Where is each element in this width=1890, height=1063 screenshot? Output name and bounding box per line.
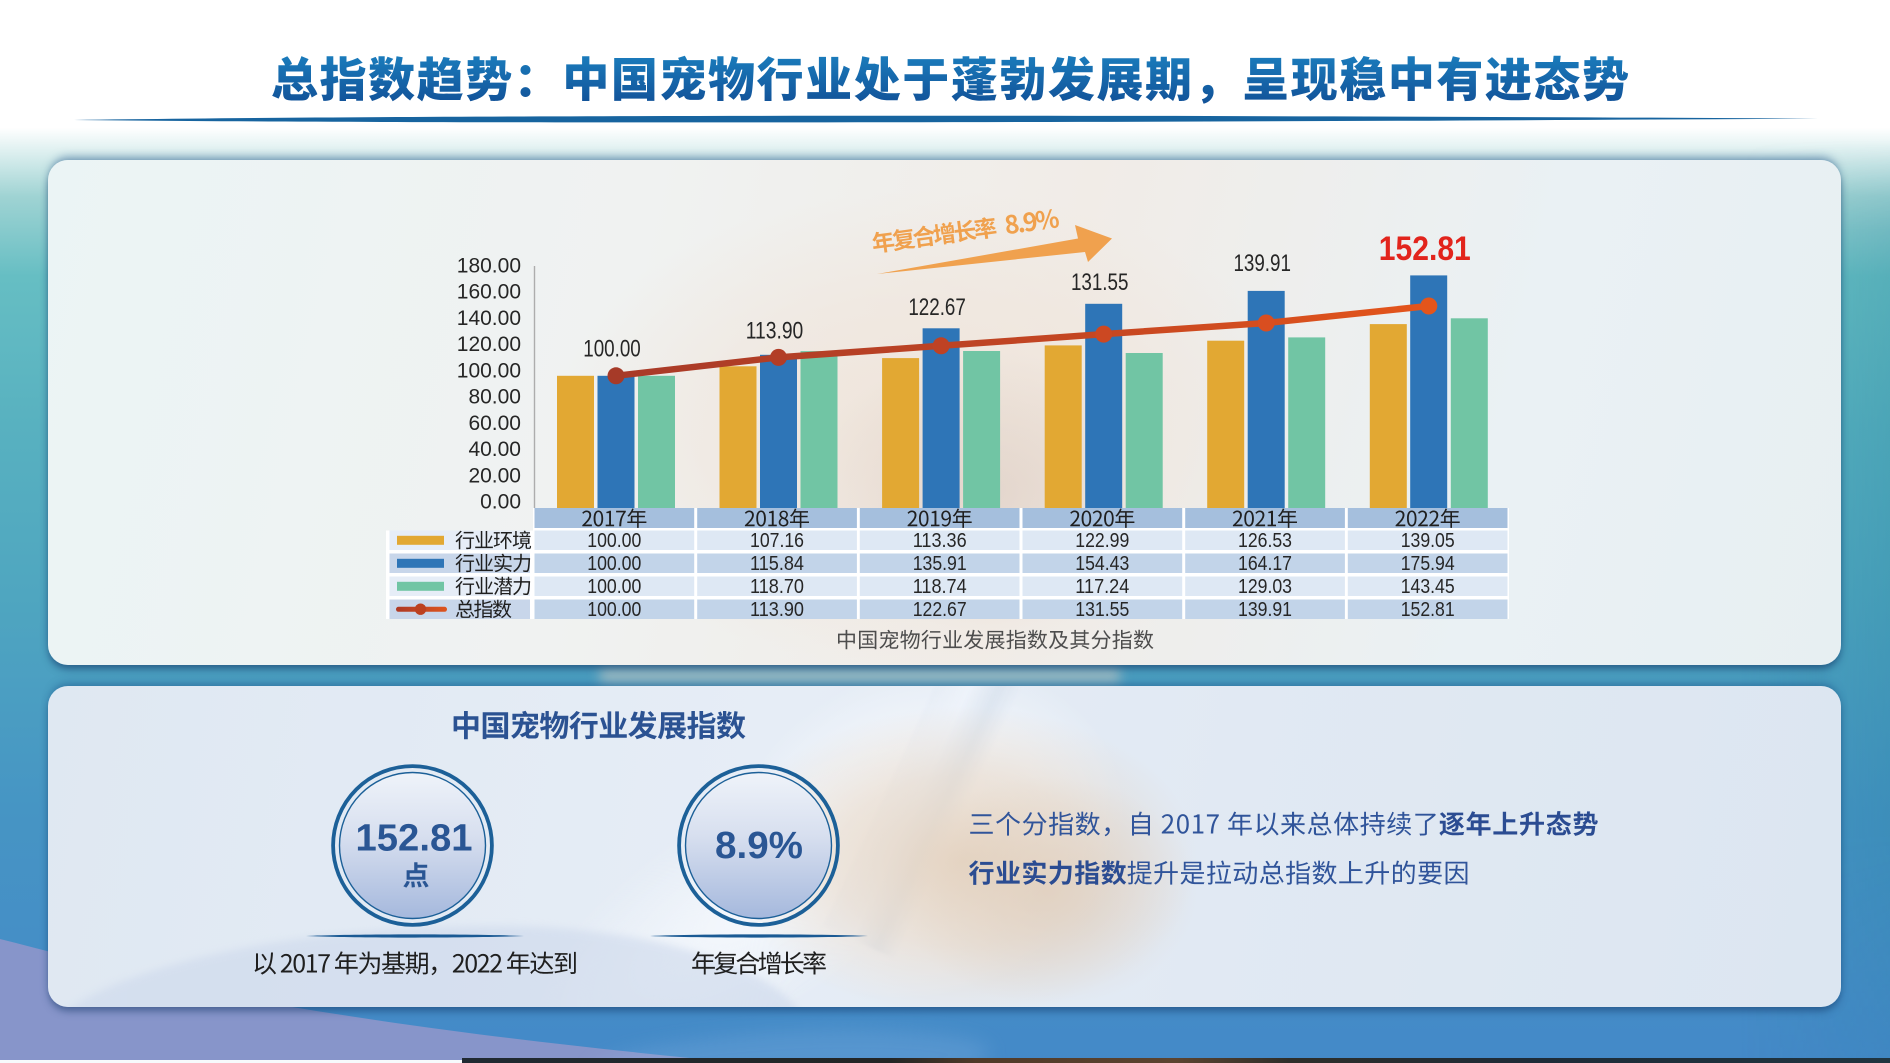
svg-text:180.00: 180.00: [457, 254, 521, 277]
svg-text:118.70: 118.70: [750, 575, 804, 598]
svg-text:117.24: 117.24: [1075, 575, 1129, 598]
svg-text:100.00: 100.00: [587, 529, 641, 552]
svg-text:139.91: 139.91: [1233, 250, 1291, 277]
svg-text:113.90: 113.90: [746, 318, 804, 345]
svg-text:160.00: 160.00: [457, 281, 521, 304]
svg-text:122.67: 122.67: [908, 294, 966, 321]
svg-text:154.43: 154.43: [1075, 552, 1129, 575]
svg-text:152.81: 152.81: [356, 818, 473, 860]
svg-text:100.00: 100.00: [457, 359, 521, 382]
svg-text:107.16: 107.16: [750, 529, 804, 552]
svg-text:152.81: 152.81: [1379, 230, 1471, 268]
svg-text:135.91: 135.91: [913, 552, 967, 575]
svg-text:118.74: 118.74: [913, 575, 967, 598]
svg-text:120.00: 120.00: [457, 333, 521, 356]
svg-text:113.36: 113.36: [913, 529, 967, 552]
svg-text:100.00: 100.00: [583, 336, 641, 363]
svg-text:131.55: 131.55: [1071, 269, 1129, 296]
svg-text:122.67: 122.67: [913, 598, 967, 621]
svg-text:152.81: 152.81: [1401, 598, 1455, 621]
svg-text:100.00: 100.00: [587, 552, 641, 575]
svg-text:40.00: 40.00: [468, 438, 521, 461]
svg-text:20.00: 20.00: [468, 464, 521, 487]
svg-text:80.00: 80.00: [468, 386, 521, 409]
svg-text:100.00: 100.00: [587, 598, 641, 621]
svg-text:100.00: 100.00: [587, 575, 641, 598]
svg-text:60.00: 60.00: [468, 412, 521, 435]
svg-text:0.00: 0.00: [480, 491, 521, 514]
svg-text:126.53: 126.53: [1238, 529, 1292, 552]
svg-text:8.9%: 8.9%: [715, 825, 803, 867]
svg-text:113.90: 113.90: [750, 598, 804, 621]
svg-text:143.45: 143.45: [1401, 575, 1455, 598]
svg-text:115.84: 115.84: [750, 552, 804, 575]
svg-text:139.91: 139.91: [1238, 598, 1292, 621]
svg-text:129.03: 129.03: [1238, 575, 1292, 598]
svg-text:140.00: 140.00: [457, 307, 521, 330]
svg-text:139.05: 139.05: [1401, 529, 1455, 552]
svg-text:164.17: 164.17: [1238, 552, 1292, 575]
svg-text:122.99: 122.99: [1075, 529, 1129, 552]
svg-text:131.55: 131.55: [1075, 598, 1129, 621]
svg-text:175.94: 175.94: [1401, 552, 1455, 575]
